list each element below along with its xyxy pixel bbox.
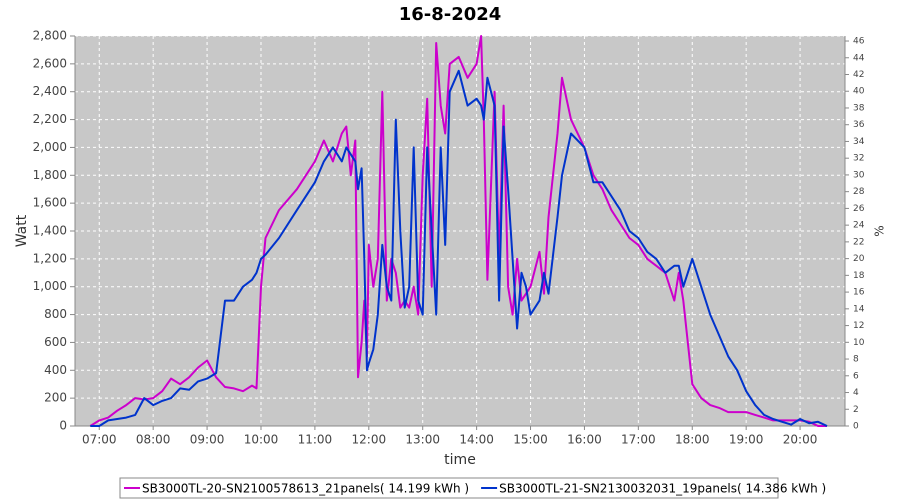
- x-tick-label: 17:00: [621, 433, 656, 447]
- x-tick-label: 19:00: [729, 433, 764, 447]
- x-axis-label: time: [444, 452, 476, 468]
- y2-tick-label: 22: [853, 237, 864, 247]
- y2-tick-label: 8: [853, 355, 859, 365]
- x-tick-label: 11:00: [298, 433, 333, 447]
- y-tick-label: 2,800: [33, 29, 67, 43]
- y2-tick-label: 14: [853, 304, 865, 314]
- y2-tick-label: 38: [853, 103, 865, 113]
- legend-label: SB3000TL-20-SN2100578613_21panels( 14.19…: [142, 482, 469, 496]
- y-tick-label: 1,800: [33, 168, 67, 182]
- y-tick-label: 600: [44, 335, 67, 349]
- x-tick-label: 14:00: [459, 433, 494, 447]
- y-tick-label: 2,000: [33, 140, 67, 154]
- y2-tick-label: 44: [853, 53, 865, 63]
- y2-axis-label: %: [873, 225, 887, 236]
- y-tick-label: 1,600: [33, 196, 67, 210]
- y2-tick-label: 42: [853, 70, 864, 80]
- x-tick-label: 20:00: [783, 433, 818, 447]
- y-tick-label: 1,400: [33, 224, 67, 238]
- y2-tick-label: 30: [853, 170, 865, 180]
- x-tick-label: 13:00: [405, 433, 440, 447]
- series-line: [89, 35, 827, 427]
- x-tick-label: 18:00: [675, 433, 710, 447]
- y2-tick-label: 0: [853, 422, 859, 432]
- y2-tick-label: 34: [853, 137, 865, 147]
- y2-tick-label: 46: [853, 37, 865, 47]
- y2-tick-label: 16: [853, 288, 865, 298]
- y-axis-label: Watt: [14, 214, 30, 247]
- x-tick-label: 12:00: [352, 433, 387, 447]
- y2-tick-label: 36: [853, 120, 865, 130]
- x-tick-label: 08:00: [136, 433, 171, 447]
- x-tick-label: 10:00: [244, 433, 279, 447]
- y2-tick-label: 12: [853, 321, 864, 331]
- y2-tick-label: 10: [853, 338, 865, 348]
- y-tick-label: 1,000: [33, 279, 67, 293]
- y2-tick-label: 18: [853, 271, 865, 281]
- y2-tick-label: 20: [853, 254, 865, 264]
- y2-tick-label: 40: [853, 87, 865, 97]
- chart-title: 16-8-2024: [399, 4, 502, 25]
- y-tick-label: 2,400: [33, 84, 67, 98]
- y-tick-label: 2,600: [33, 56, 67, 70]
- legend-label: SB3000TL-21-SN2130032031_19panels( 14.38…: [499, 482, 826, 496]
- legend: [119, 477, 779, 499]
- y-tick-label: 2,200: [33, 112, 67, 126]
- x-tick-label: 07:00: [82, 433, 117, 447]
- series-line: [90, 69, 828, 427]
- x-tick-label: 15:00: [513, 433, 548, 447]
- y2-tick-label: 26: [853, 204, 865, 214]
- y2-tick-label: 24: [853, 221, 865, 231]
- y-tick-label: 400: [44, 363, 67, 377]
- y-tick-label: 0: [59, 419, 67, 433]
- x-tick-label: 09:00: [190, 433, 225, 447]
- y2-tick-label: 2: [853, 405, 859, 415]
- y2-tick-label: 28: [853, 187, 865, 197]
- y2-tick-label: 4: [853, 388, 859, 398]
- y-tick-label: 1,200: [33, 251, 67, 265]
- y-tick-label: 200: [44, 391, 67, 405]
- x-tick-label: 16:00: [567, 433, 602, 447]
- y-tick-label: 800: [44, 307, 67, 321]
- y2-tick-label: 32: [853, 154, 864, 164]
- y2-tick-label: 6: [853, 371, 859, 381]
